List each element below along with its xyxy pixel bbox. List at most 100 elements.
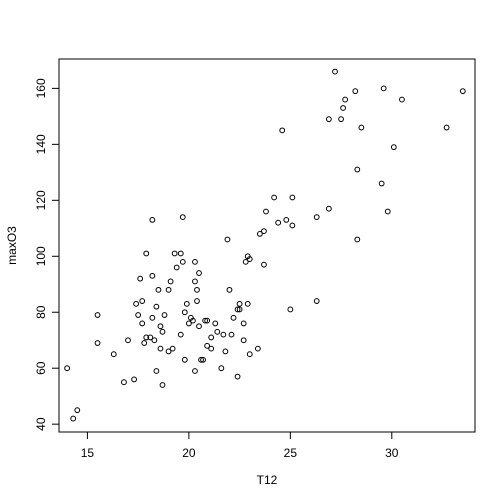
y-axis: 40 60 80 100 120 140 160 bbox=[34, 78, 60, 431]
data-point bbox=[246, 256, 253, 262]
data-point bbox=[443, 124, 450, 131]
data-point bbox=[110, 351, 117, 358]
data-point bbox=[289, 194, 296, 201]
data-point bbox=[208, 334, 215, 341]
data-point bbox=[167, 278, 174, 285]
data-point bbox=[338, 116, 344, 123]
x-tick-label: 25 bbox=[284, 446, 298, 460]
data-point bbox=[234, 306, 241, 313]
data-point bbox=[200, 356, 206, 363]
data-point bbox=[358, 124, 365, 131]
data-point bbox=[287, 306, 294, 313]
data-point bbox=[256, 230, 263, 237]
data-point bbox=[212, 320, 219, 327]
data-point bbox=[218, 365, 225, 372]
data-point bbox=[131, 376, 137, 383]
data-point bbox=[153, 368, 160, 374]
data-point bbox=[204, 317, 211, 324]
data-point bbox=[242, 258, 249, 265]
data-point bbox=[236, 300, 243, 307]
data-point bbox=[165, 286, 172, 293]
data-point bbox=[135, 312, 142, 318]
data-point bbox=[143, 250, 150, 257]
x-tick-label: 20 bbox=[182, 446, 196, 460]
data-point bbox=[149, 314, 156, 321]
data-point bbox=[94, 340, 101, 346]
data-point bbox=[384, 208, 391, 215]
data-point bbox=[230, 314, 237, 321]
data-point bbox=[125, 337, 131, 344]
data-point bbox=[214, 328, 221, 335]
y-tick-label: 120 bbox=[34, 190, 48, 210]
data-point bbox=[240, 337, 247, 344]
data-point bbox=[139, 298, 146, 304]
data-point bbox=[261, 228, 267, 234]
data-point bbox=[244, 300, 251, 307]
data-point bbox=[179, 258, 186, 265]
data-point bbox=[181, 356, 188, 363]
data-point bbox=[157, 323, 164, 330]
data-point bbox=[159, 382, 166, 388]
data-point bbox=[283, 216, 290, 223]
data-point bbox=[190, 317, 196, 324]
data-point bbox=[261, 261, 267, 268]
data-point bbox=[192, 368, 198, 374]
y-tick-label: 40 bbox=[34, 417, 48, 431]
data-point bbox=[147, 334, 154, 341]
data-point bbox=[151, 337, 158, 344]
data-point bbox=[332, 68, 338, 75]
data-point bbox=[202, 317, 209, 324]
data-point bbox=[234, 373, 241, 380]
x-axis-title: T12 bbox=[257, 473, 278, 487]
data-point bbox=[354, 166, 361, 173]
data-point bbox=[246, 351, 253, 358]
data-point bbox=[185, 320, 192, 327]
data-point bbox=[459, 88, 466, 95]
plot-frame bbox=[58, 58, 476, 433]
data-point bbox=[141, 340, 148, 346]
x-tick-label: 30 bbox=[385, 446, 399, 460]
data-point bbox=[149, 216, 156, 223]
data-point bbox=[208, 345, 215, 352]
data-point bbox=[192, 278, 198, 285]
x-tick-label: 15 bbox=[81, 446, 95, 460]
data-point bbox=[139, 320, 146, 327]
data-point bbox=[222, 348, 229, 355]
data-point bbox=[194, 298, 200, 304]
data-point bbox=[275, 219, 282, 226]
data-point bbox=[313, 298, 320, 304]
data-point bbox=[380, 85, 387, 92]
data-point bbox=[390, 144, 397, 151]
data-point bbox=[70, 415, 77, 422]
y-tick-label: 160 bbox=[34, 78, 48, 98]
data-point bbox=[196, 323, 202, 330]
data-point bbox=[194, 286, 200, 293]
data-point bbox=[173, 264, 180, 271]
data-point bbox=[181, 309, 188, 316]
data-point bbox=[325, 205, 332, 212]
data-point bbox=[171, 250, 178, 257]
data-point bbox=[169, 345, 176, 352]
data-point bbox=[165, 348, 172, 355]
data-point bbox=[279, 127, 286, 134]
data-point bbox=[177, 250, 184, 257]
data-point bbox=[155, 286, 162, 293]
y-tick-label: 140 bbox=[34, 134, 48, 154]
data-point bbox=[313, 214, 320, 220]
data-point bbox=[198, 356, 204, 363]
data-point bbox=[226, 286, 233, 293]
y-tick-label: 60 bbox=[34, 361, 48, 375]
y-tick-label: 100 bbox=[34, 246, 48, 266]
data-point bbox=[236, 306, 243, 313]
x-axis: 15 20 25 30 bbox=[81, 431, 399, 460]
data-points bbox=[64, 68, 466, 422]
data-point bbox=[179, 214, 186, 220]
data-point bbox=[352, 88, 359, 95]
y-axis-title: maxO3 bbox=[5, 226, 19, 265]
data-point bbox=[192, 258, 198, 265]
data-point bbox=[153, 303, 160, 310]
data-point bbox=[159, 328, 166, 335]
data-point bbox=[94, 312, 101, 318]
data-point bbox=[149, 272, 156, 279]
